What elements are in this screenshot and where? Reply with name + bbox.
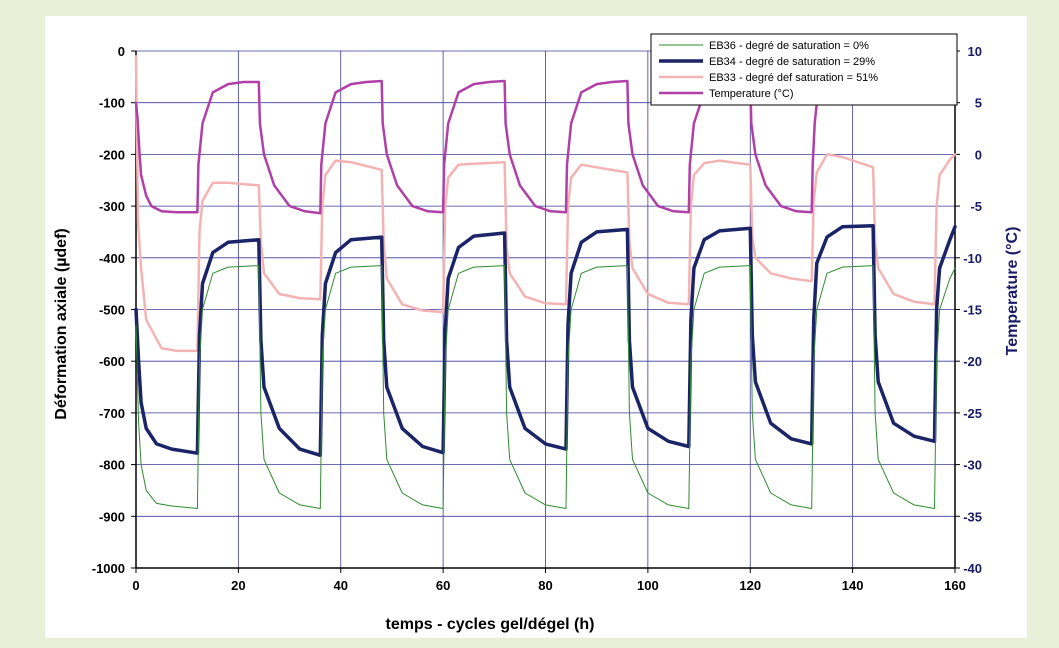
line-chart: 0 20 40 60 80 100 120 140 1600-100-200-300-400-5… (53, 33, 1021, 633)
x-tick-label: 60 (436, 578, 450, 593)
y-tick-label: -100 (99, 96, 125, 111)
tick-labels: 0 20 40 60 80 100 120 140 1600-100-200-300-400-5… (92, 44, 982, 593)
y2-tick-label: 0 (975, 147, 982, 162)
x-tick-label: 100 (637, 578, 659, 593)
x-tick-label: 120 (739, 578, 761, 593)
y2-tick-label: -20 (963, 354, 982, 369)
y-tick-label: 0 (118, 44, 125, 59)
y2-tick-label: 5 (975, 96, 982, 111)
legend-label: EB36 - degré de saturation = 0% (709, 40, 869, 52)
y-tick-label: -400 (99, 251, 125, 266)
y-tick-label: -900 (99, 509, 125, 524)
x-tick-label: 40 (334, 578, 348, 593)
y-tick-label: -700 (99, 406, 125, 421)
y-tick-label: -300 (99, 199, 125, 214)
y-tick-label: -600 (99, 354, 125, 369)
legend-label: Temperature (°C) (709, 88, 793, 100)
x-tick-label: 80 (538, 578, 552, 593)
x-tick-label: 0 (132, 578, 139, 593)
y2-tick-label: -15 (963, 303, 982, 318)
legend-label: EB34 - degré de saturation = 29% (709, 56, 875, 68)
y2-tick-label: -40 (963, 561, 982, 576)
series-line-0 (135, 265, 956, 509)
x-axis-label: temps - cycles gel/dégel (h) (386, 616, 595, 633)
series-group (134, 54, 957, 509)
series-line-1 (134, 223, 957, 458)
legend: EB36 - degré de saturation = 0% EB34 - de… (650, 33, 958, 106)
x-tick-label: 160 (944, 578, 966, 593)
y2-tick-label: -30 (963, 458, 982, 473)
y2-tick-label: 10 (968, 44, 982, 59)
y2-tick-label: -5 (970, 199, 982, 214)
y-tick-label: -1000 (92, 561, 125, 576)
y-tick-label: -500 (99, 303, 125, 318)
y2-tick-label: -25 (963, 406, 982, 421)
x-tick-label: 140 (842, 578, 864, 593)
y-axis-label: Déformation axiale (µdef) (53, 228, 70, 419)
y-tick-label: -200 (99, 147, 125, 162)
legend-label: EB33 - degré def saturation = 51% (709, 72, 878, 84)
series-line-2 (134, 54, 957, 353)
y-tick-label: -800 (99, 458, 125, 473)
y2-tick-label: -10 (963, 251, 982, 266)
y2-axis-label: Temperature (°C) (1004, 227, 1021, 356)
chart-panel: 0 20 40 60 80 100 120 140 160 0 -100 -200 -300 -400 -5… (45, 16, 1027, 638)
y2-tick-label: -35 (963, 509, 982, 524)
x-tick-label: 20 (231, 578, 245, 593)
